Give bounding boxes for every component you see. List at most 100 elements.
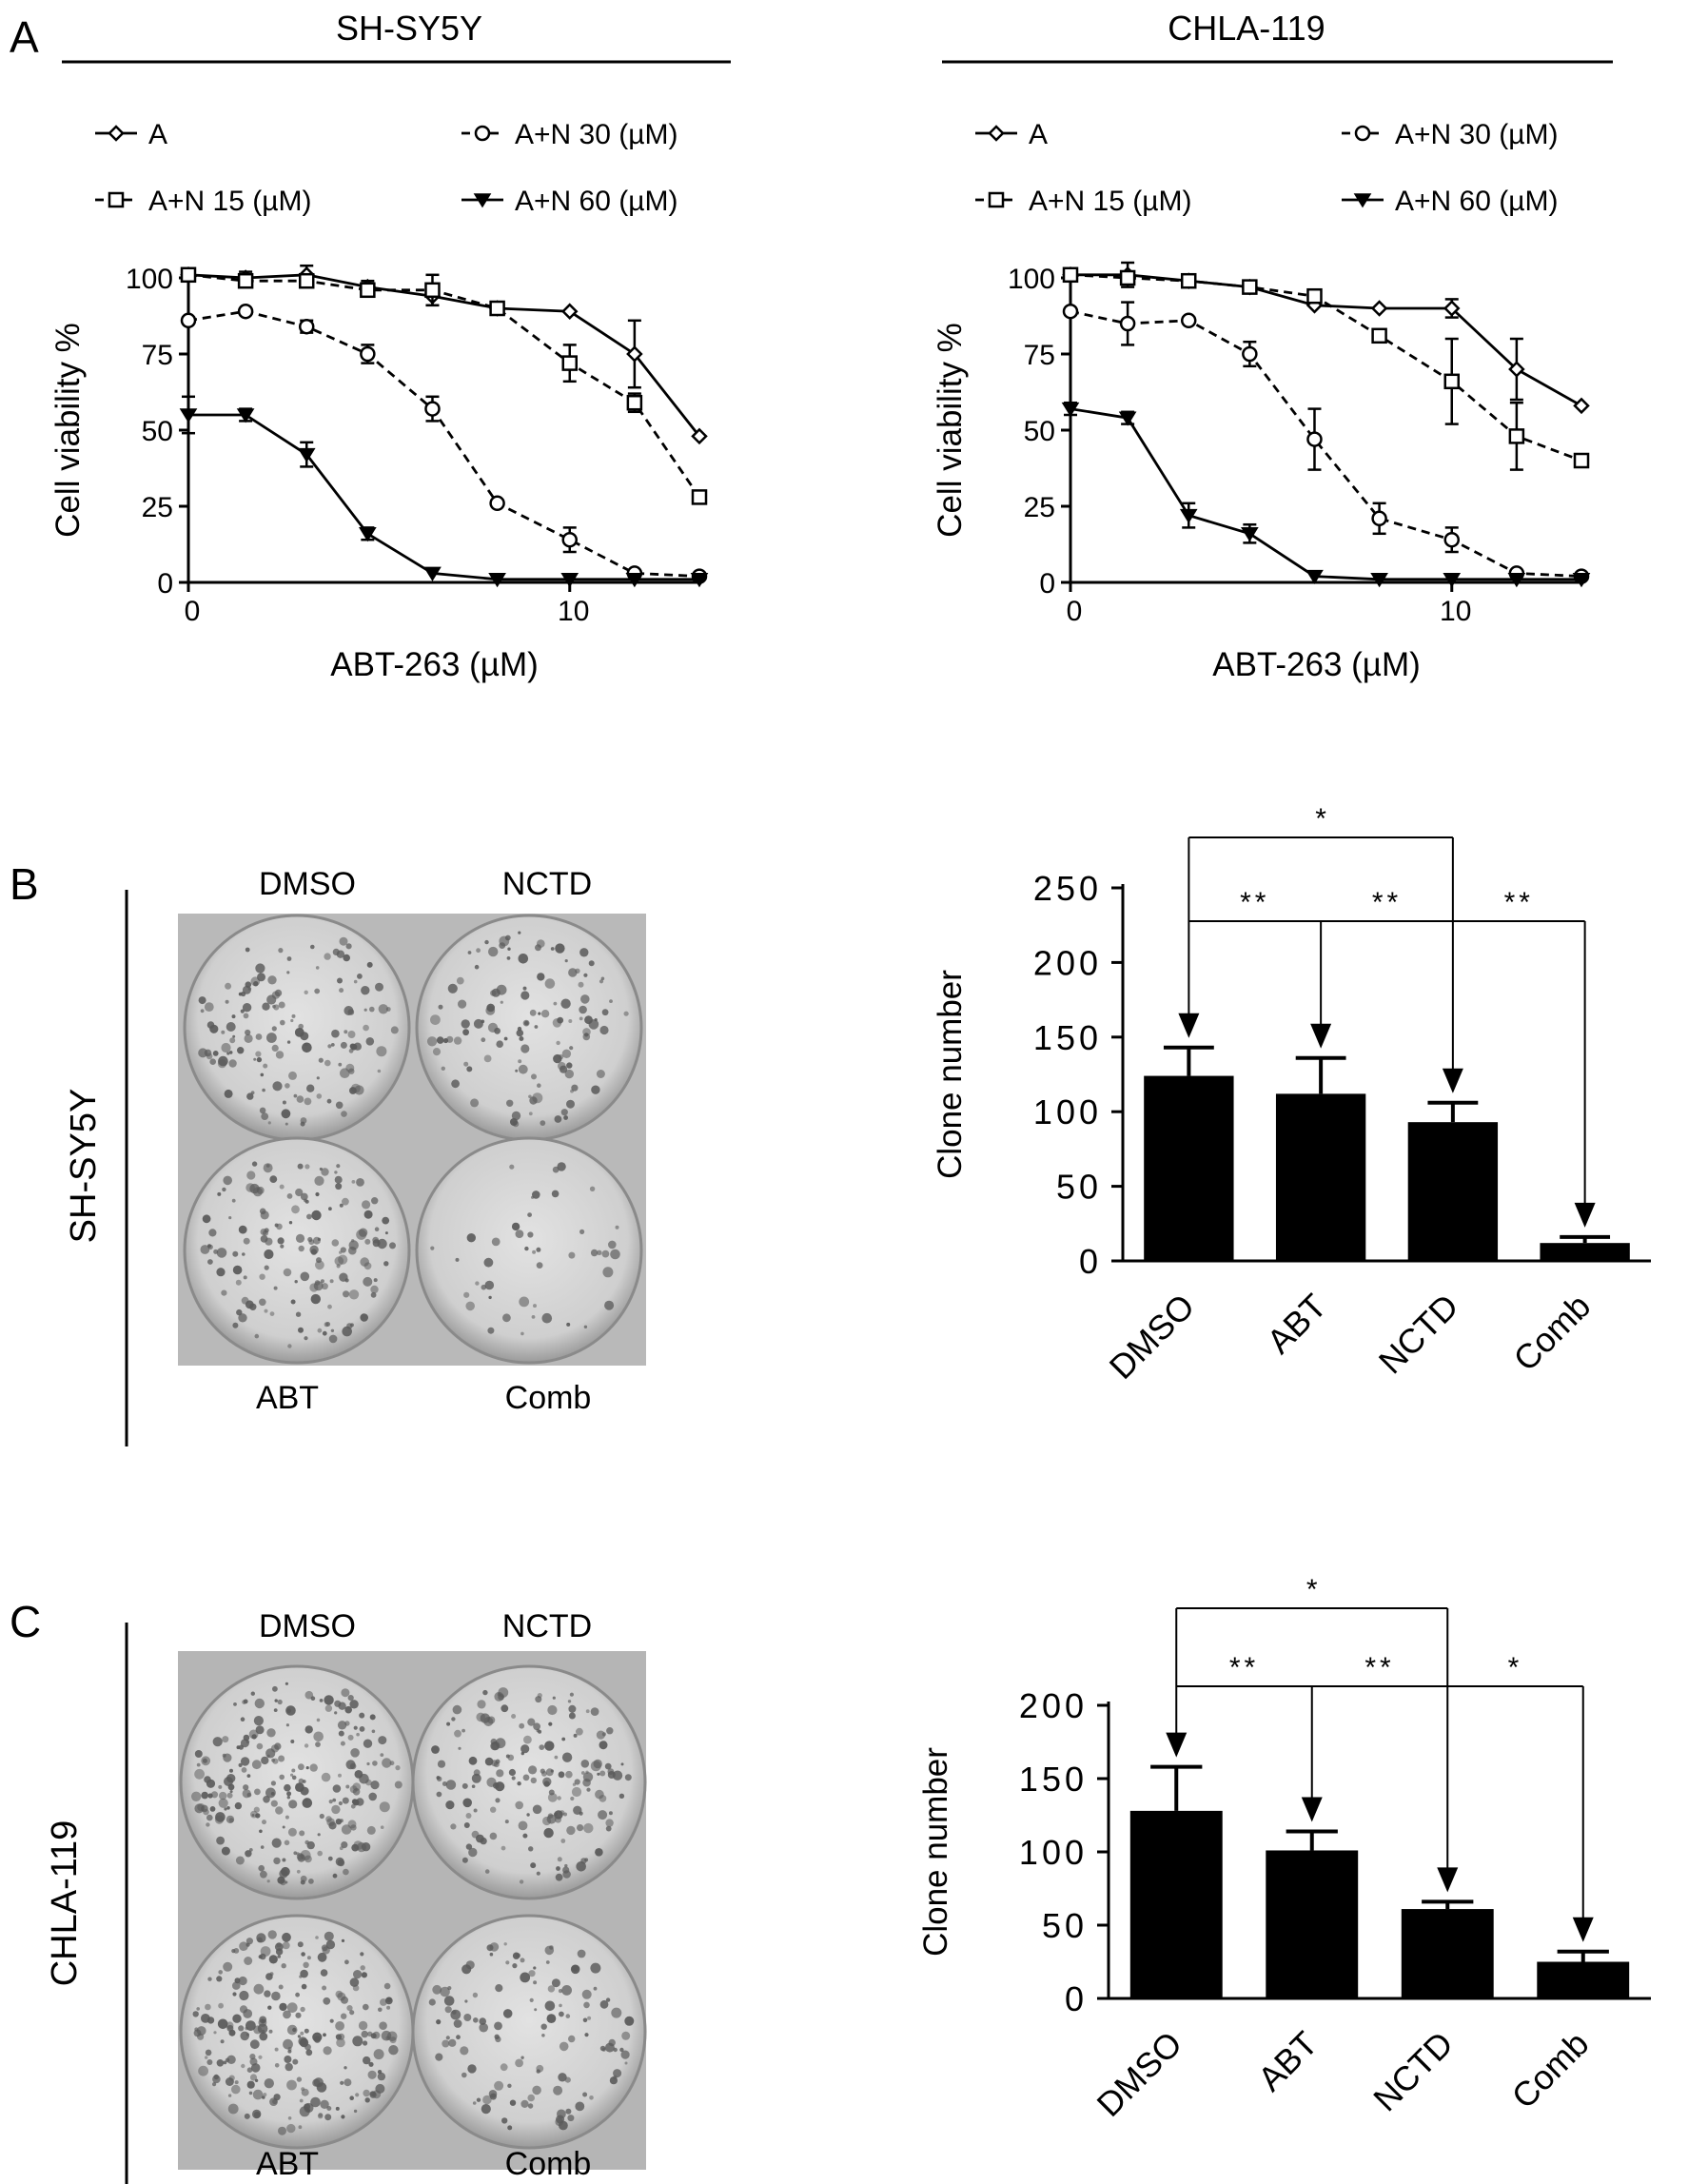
- colony: [536, 1871, 540, 1876]
- colony: [316, 1076, 320, 1080]
- colony: [282, 1858, 286, 1862]
- colony: [309, 1763, 318, 1772]
- colony: [286, 1796, 290, 1800]
- colony: [594, 1018, 598, 1022]
- colony: [520, 1958, 525, 1963]
- colony: [260, 1235, 268, 1243]
- colony: [476, 2097, 481, 2102]
- colony: [349, 1043, 356, 1050]
- colony: [331, 1239, 340, 1247]
- colony: [259, 2032, 268, 2041]
- colony: [242, 1700, 246, 1704]
- colony: [218, 1970, 223, 1975]
- colony: [218, 1784, 223, 1789]
- colony: [244, 1033, 253, 1043]
- colony: [234, 2080, 239, 2085]
- colony: [273, 1708, 278, 1712]
- colony: [221, 1042, 231, 1053]
- colony: [240, 1009, 245, 1013]
- colony: [282, 1941, 290, 1950]
- colony: [245, 947, 250, 953]
- data-point: [360, 282, 376, 299]
- colony: [323, 2046, 332, 2056]
- colony: [562, 1870, 571, 1879]
- colony: [304, 2028, 309, 2034]
- colony: [261, 1112, 269, 1120]
- colony: [511, 1222, 520, 1231]
- colony: [378, 1004, 388, 1014]
- colony: [240, 2031, 249, 2041]
- colony: [361, 986, 370, 995]
- colony: [366, 1825, 376, 1835]
- colony: [352, 1782, 362, 1791]
- colony: [263, 1230, 268, 1236]
- colony: [495, 1798, 501, 1803]
- colony: [274, 2063, 280, 2068]
- colony: [613, 2075, 618, 2080]
- colony: [371, 1197, 379, 1205]
- colony: [553, 1001, 558, 1006]
- colony: [609, 999, 613, 1003]
- colony: [339, 1272, 348, 1282]
- colony: [369, 1714, 376, 1721]
- legend-marker: [1353, 193, 1372, 208]
- colony: [555, 1873, 563, 1881]
- colony: [244, 2113, 250, 2119]
- colony: [377, 2070, 383, 2075]
- colony: [489, 1832, 498, 1840]
- colony: [216, 1268, 226, 1277]
- colony: [295, 2012, 302, 2018]
- colony: [505, 1960, 510, 1965]
- colony: [300, 1879, 305, 1885]
- colony: [602, 1267, 614, 1278]
- colony: [386, 1997, 392, 2002]
- legend-label: A+N 30 (µM): [1395, 119, 1559, 150]
- colony: [500, 2063, 508, 2072]
- colony: [484, 1869, 490, 1874]
- y-tick-label: 75: [142, 340, 173, 371]
- colony: [250, 976, 261, 987]
- colony: [290, 1299, 296, 1305]
- colony: [279, 1869, 288, 1879]
- colony: [394, 1781, 402, 1789]
- colony: [284, 2056, 292, 2063]
- colony: [285, 1682, 288, 1685]
- colony: [335, 1857, 344, 1866]
- colony: [228, 1051, 233, 1054]
- colony: [257, 2023, 268, 2034]
- colony: [465, 1813, 472, 1819]
- colony: [342, 1797, 349, 1804]
- colony: [319, 1813, 324, 1820]
- colony: [317, 2113, 324, 2119]
- x-tick-label: DMSO: [1102, 1287, 1202, 1387]
- colony: [282, 1932, 291, 1942]
- colony: [213, 2031, 217, 2035]
- colony: [205, 2049, 212, 2056]
- colony: [580, 994, 590, 1004]
- colony: [285, 1122, 288, 1126]
- data-point: [561, 531, 578, 548]
- colony: [296, 1869, 301, 1874]
- colony: [554, 1755, 559, 1760]
- colony: [307, 1236, 313, 1243]
- colony: [352, 1984, 360, 1992]
- colony: [298, 2125, 303, 2130]
- colony: [349, 1323, 354, 1328]
- series-line: [1070, 273, 1582, 407]
- colony: [555, 943, 565, 954]
- colony: [228, 1059, 237, 1068]
- colony: [325, 1322, 331, 1327]
- colony: [286, 2079, 297, 2091]
- colony: [445, 1780, 457, 1790]
- legend-marker: [108, 191, 125, 208]
- colony: [287, 1344, 292, 1348]
- colony: [579, 948, 589, 957]
- colony: [297, 1163, 304, 1170]
- data-point: [1306, 431, 1323, 447]
- colony: [494, 2080, 504, 2091]
- colony: [285, 1815, 289, 1820]
- colony: [502, 2009, 513, 2018]
- x-tick-label: Comb: [1504, 2024, 1597, 2116]
- sig-arrowhead: [1310, 1023, 1332, 1049]
- colony: [270, 1781, 276, 1786]
